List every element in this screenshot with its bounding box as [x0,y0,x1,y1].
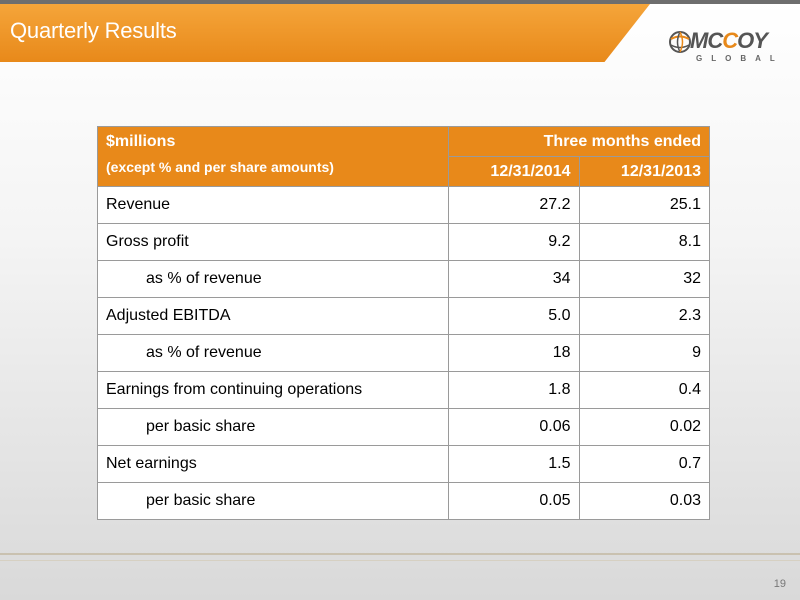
results-table: $millions (except % and per share amount… [96,126,710,520]
page-number: 19 [773,578,786,590]
row-label: Revenue [96,186,450,224]
top-bar [0,0,800,4]
column-header: 12/31/2014 [448,156,580,187]
table-row: as % of revenue 34 32 [96,260,710,298]
row-value: 32 [578,260,710,298]
footer-divider [0,553,800,555]
logo-subtitle: GLOBAL [696,54,784,63]
row-value: 5.0 [448,297,580,335]
row-value: 1.8 [448,371,580,409]
row-value: 1.5 [448,445,580,483]
header-group: Three months ended [448,126,710,157]
row-value: 0.03 [578,482,710,520]
title-band [0,4,650,62]
column-header: 12/31/2013 [578,156,710,187]
row-value: 0.06 [448,408,580,446]
header-units: $millions [106,133,176,150]
row-label: as % of revenue [96,260,450,298]
table-row: Gross profit 9.2 8.1 [96,223,710,261]
row-label: per basic share [96,408,450,446]
header-note: (except % and per share amounts) [106,159,334,175]
page-title: Quarterly Results [10,18,177,43]
row-value: 0.05 [448,482,580,520]
table-header-row: $millions (except % and per share amount… [96,126,710,187]
table-row: per basic share 0.06 0.02 [96,408,710,446]
row-label: as % of revenue [96,334,450,372]
row-label: Net earnings [96,445,450,483]
row-value: 0.02 [578,408,710,446]
row-label: per basic share [96,482,450,520]
table-row: Revenue 27.2 25.1 [96,186,710,224]
footer-divider-thin [0,560,800,561]
table-row: Adjusted EBITDA 5.0 2.3 [96,297,710,335]
row-label: Adjusted EBITDA [96,297,450,335]
row-value: 0.4 [578,371,710,409]
row-value: 9.2 [448,223,580,261]
row-value: 27.2 [448,186,580,224]
row-value: 0.7 [578,445,710,483]
logo-wordmark: MCCOY [690,28,768,53]
table-row: Earnings from continuing operations 1.8 … [96,371,710,409]
globe-logo-icon [669,31,691,53]
table-header-columns: 12/31/2014 12/31/2013 [98,156,710,187]
table-row: Net earnings 1.5 0.7 [96,445,710,483]
row-value: 25.1 [578,186,710,224]
row-value: 18 [448,334,580,372]
row-value: 8.1 [578,223,710,261]
company-logo: MCCOY GLOBAL [668,26,793,70]
table-row: per basic share 0.05 0.03 [96,482,710,520]
row-value: 2.3 [578,297,710,335]
table-header-label: $millions (except % and per share amount… [96,126,450,187]
row-value: 34 [448,260,580,298]
table-row: as % of revenue 18 9 [96,334,710,372]
row-value: 9 [578,334,710,372]
row-label: Earnings from continuing operations [96,371,450,409]
row-label: Gross profit [96,223,450,261]
